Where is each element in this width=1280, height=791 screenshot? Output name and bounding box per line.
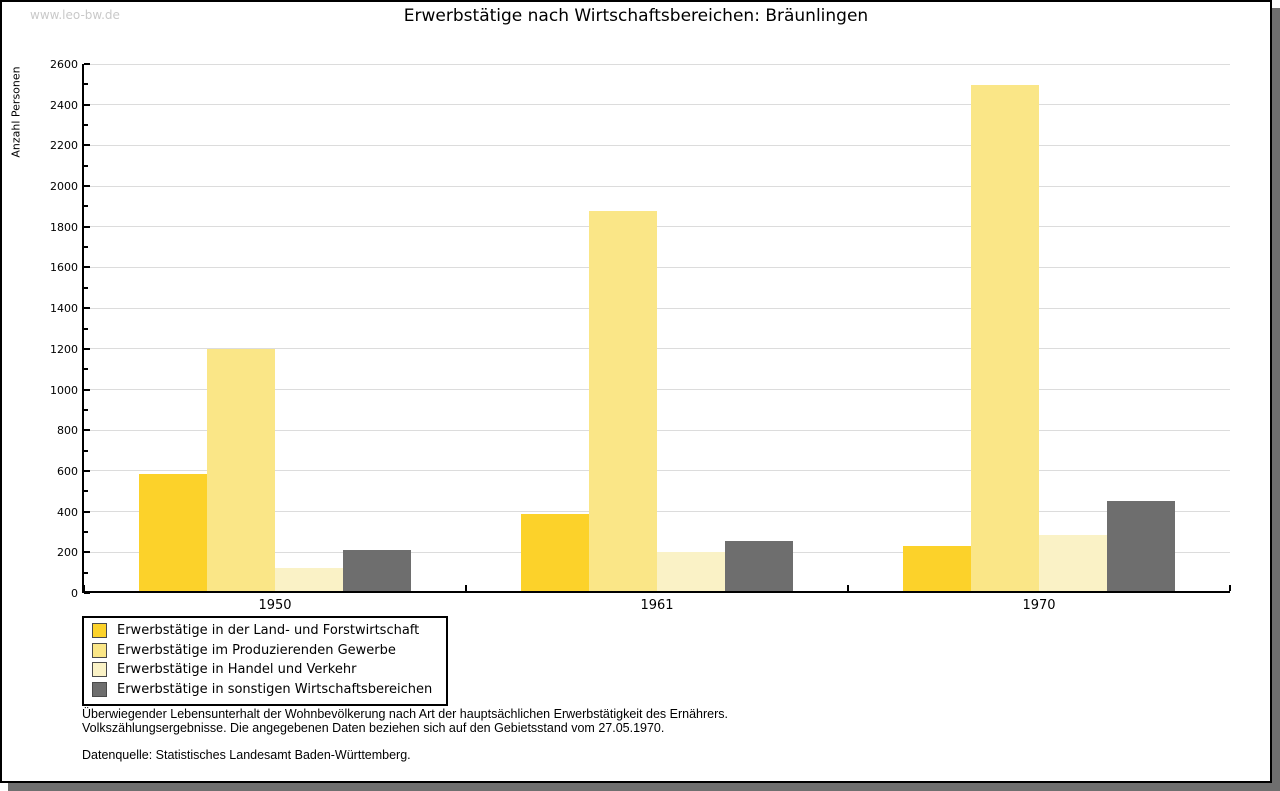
x-boundary-tick	[83, 585, 85, 591]
y-major-tick	[84, 266, 90, 269]
y-tick-label: 800	[57, 424, 78, 438]
gridline	[84, 185, 1230, 187]
y-tick-label: 1400	[50, 302, 78, 316]
y-tick-label: 2600	[50, 58, 78, 71]
bar-1961-series3	[657, 552, 725, 592]
bar-1970-series1	[903, 546, 971, 592]
y-major-tick	[84, 103, 90, 106]
gridline	[84, 511, 1230, 513]
page-title: Erwerbstätige nach Wirtschaftsbereichen:…	[403, 6, 869, 26]
y-minor-tick	[84, 368, 88, 371]
y-major-tick	[84, 63, 90, 65]
plot-area: 1950 1961 1970 0 200 400 600 800 1000 1200 1400 160…	[2, 2, 1274, 622]
x-boundary-tick	[465, 585, 467, 591]
bar-1961-series1	[521, 514, 589, 592]
legend-item: Erwerbstätige in Handel und Verkehr	[84, 660, 446, 680]
gridline	[84, 226, 1230, 228]
y-tick-label: 200	[57, 546, 78, 560]
y-tick-label: 1800	[50, 220, 78, 234]
legend-label: Erwerbstätige in sonstigen Wirtschaftsbe…	[117, 681, 433, 697]
legend-swatch-land-forstwirtschaft	[92, 623, 107, 639]
bar-1970-series3	[1039, 535, 1107, 592]
x-tick-label: 1970	[1022, 598, 1056, 613]
gridline	[84, 63, 1230, 65]
bar-1961-series2	[589, 211, 657, 592]
y-tick-label: 2200	[50, 139, 78, 153]
y-minor-tick	[84, 530, 88, 533]
y-minor-tick	[84, 205, 88, 208]
y-tick-label: 1600	[50, 261, 78, 275]
y-minor-tick	[84, 571, 88, 574]
y-tick-label: 1200	[50, 342, 78, 356]
y-tick-label: 400	[57, 505, 78, 519]
x-axis-line	[82, 591, 1230, 593]
bar-1950-series4	[343, 550, 411, 592]
y-major-tick	[84, 388, 90, 391]
x-boundary-tick	[1229, 585, 1231, 591]
y-minor-tick	[84, 408, 88, 411]
footnote-line-1: Überwiegender Lebensunterhalt der Wohnbe…	[82, 707, 728, 721]
bar-1950-series1	[139, 474, 207, 592]
legend-item: Erwerbstätige in sonstigen Wirtschaftsbe…	[84, 680, 446, 700]
y-major-tick	[84, 510, 90, 513]
legend-swatch-sonstige-bereiche	[92, 681, 107, 697]
y-minor-tick	[84, 490, 88, 493]
y-tick-label: 1000	[50, 383, 78, 397]
legend-item: Erwerbstätige in der Land- und Forstwirt…	[84, 621, 446, 641]
x-tick-label: 1961	[640, 598, 674, 613]
y-minor-tick	[84, 164, 88, 167]
legend-swatch-handel-verkehr	[92, 662, 107, 678]
y-major-tick	[84, 429, 90, 432]
y-tick-label: 2000	[50, 180, 78, 194]
bar-1950-series3	[275, 568, 343, 592]
data-source-text: Datenquelle: Statistisches Landesamt Bad…	[82, 748, 411, 762]
bar-1950-series2	[207, 349, 275, 592]
gridline	[84, 348, 1230, 350]
legend-label: Erwerbstätige in Handel und Verkehr	[117, 662, 357, 678]
bar-1970-series2	[971, 85, 1039, 592]
gridline	[84, 470, 1230, 472]
y-major-tick	[84, 347, 90, 350]
y-tick-label: 0	[71, 587, 78, 600]
gridline	[84, 144, 1230, 146]
y-minor-tick	[84, 286, 88, 289]
legend-label: Erwerbstätige im Produzierenden Gewerbe	[117, 642, 396, 658]
y-major-tick	[84, 469, 90, 472]
x-tick-label: 1950	[258, 598, 292, 613]
footnote-text: Überwiegender Lebensunterhalt der Wohnbe…	[82, 707, 728, 735]
footnote-line-2: Volkszählungsergebnisse. Die angegebenen…	[82, 721, 665, 735]
y-major-tick	[84, 592, 90, 594]
y-minor-tick	[84, 83, 88, 86]
y-major-tick	[84, 225, 90, 228]
legend-label: Erwerbstätige in der Land- und Forstwirt…	[117, 623, 420, 639]
gridline	[84, 104, 1230, 106]
gridline	[84, 307, 1230, 309]
bar-1961-series4	[725, 541, 793, 592]
legend-item: Erwerbstätige im Produzierenden Gewerbe	[84, 641, 446, 661]
legend-swatch-produzierendes-gewerbe	[92, 642, 107, 658]
y-minor-tick	[84, 449, 88, 452]
watermark: www.leo-bw.de	[30, 8, 120, 22]
gridline	[84, 389, 1230, 391]
bar-1970-series4	[1107, 501, 1175, 592]
x-boundary-tick	[847, 585, 849, 591]
gridline	[84, 429, 1230, 431]
y-tick-label: 600	[57, 464, 78, 478]
gridline	[84, 266, 1230, 268]
y-minor-tick	[84, 124, 88, 127]
legend: Erwerbstätige in der Land- und Forstwirt…	[82, 616, 448, 706]
y-minor-tick	[84, 246, 88, 249]
y-major-tick	[84, 185, 90, 188]
y-minor-tick	[84, 327, 88, 330]
y-axis-line	[82, 64, 84, 593]
y-major-tick	[84, 307, 90, 310]
y-major-tick	[84, 144, 90, 147]
y-major-tick	[84, 551, 90, 554]
y-tick-label: 2400	[50, 98, 78, 112]
